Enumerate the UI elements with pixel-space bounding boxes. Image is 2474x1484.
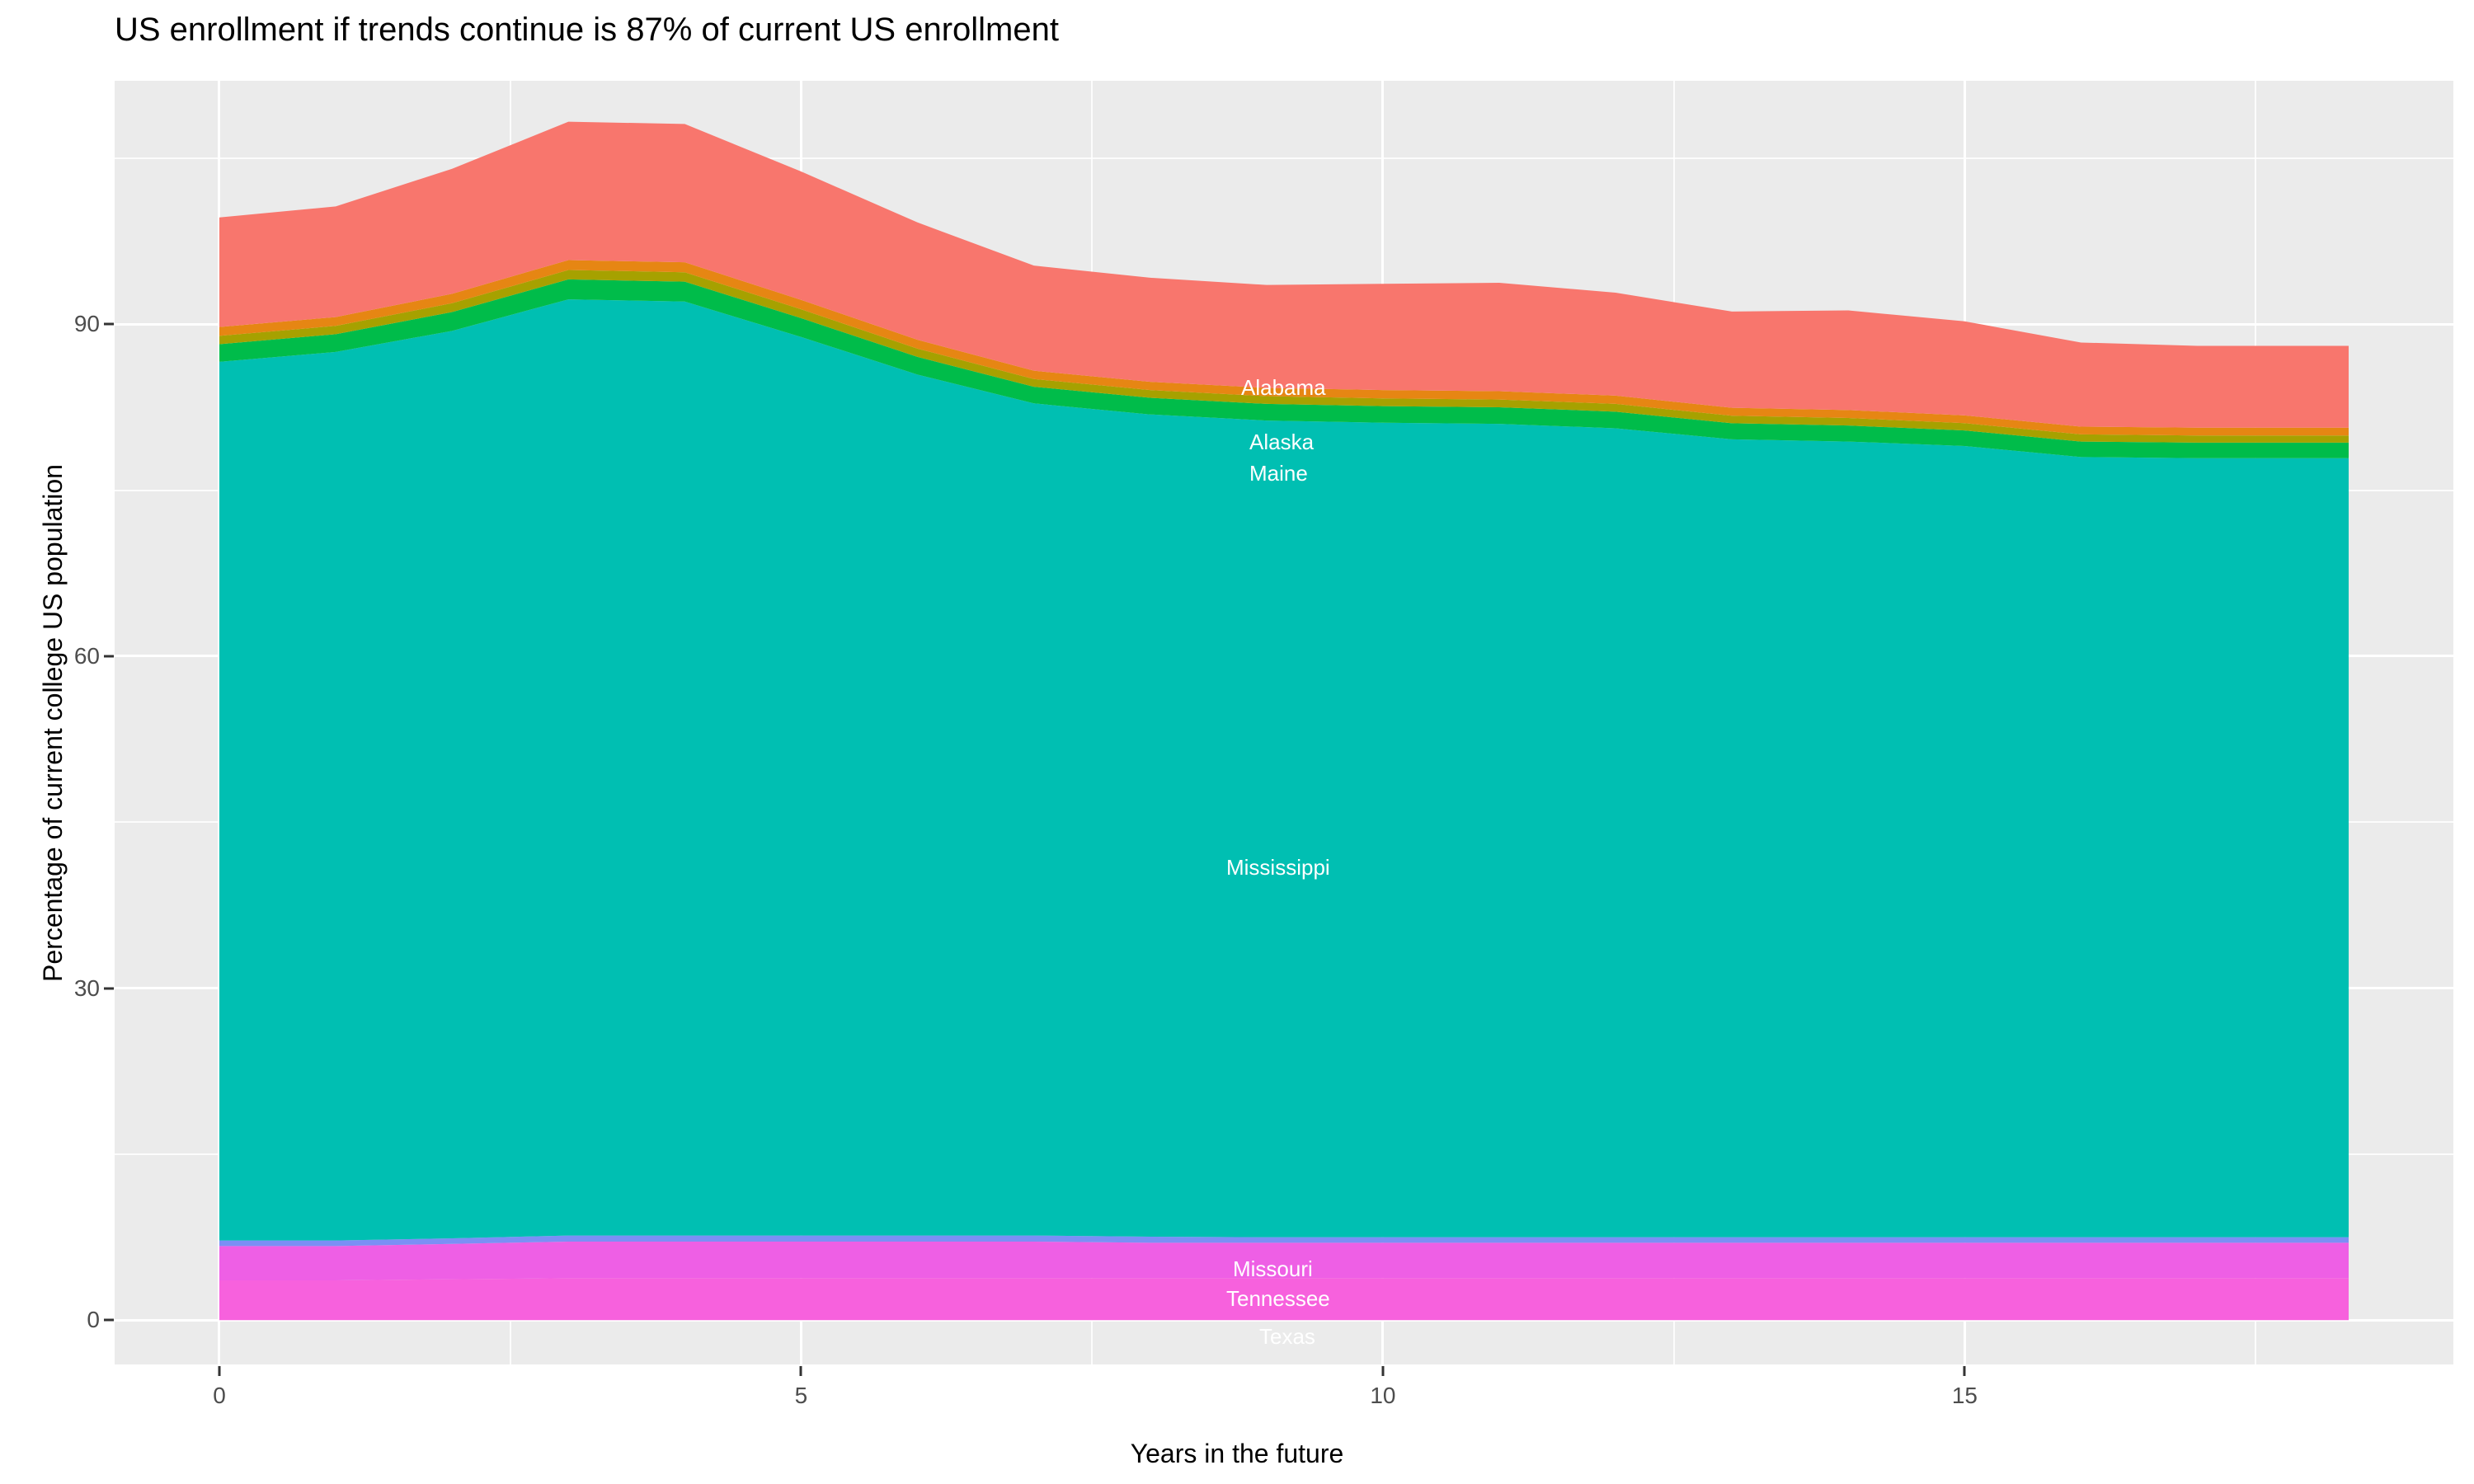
stacked-area-series — [219, 121, 2349, 1321]
x-tick-mark — [218, 1366, 221, 1376]
y-tick-mark — [104, 1318, 114, 1322]
x-tick-mark — [799, 1366, 802, 1376]
x-axis-title: Years in the future — [1130, 1439, 1344, 1468]
y-tick-label: 90 — [73, 311, 100, 337]
y-tick-mark — [104, 655, 114, 658]
area-series-missouri — [219, 1235, 2349, 1247]
x-tick-label: 0 — [213, 1383, 226, 1408]
y-tick-mark — [104, 322, 114, 326]
x-tick-mark — [1963, 1366, 1966, 1376]
area-series-tennessee — [219, 1242, 2349, 1280]
gridline-y-minor — [115, 157, 2453, 159]
y-tick-label: 60 — [73, 642, 100, 669]
gridline-x-major — [218, 81, 221, 1364]
area-series-alabama — [219, 121, 2349, 428]
y-tick-label: 0 — [87, 1307, 100, 1333]
x-tick-label: 10 — [1370, 1383, 1396, 1408]
y-tick-mark — [104, 987, 114, 990]
x-tick-label: 15 — [1951, 1383, 1978, 1408]
area-series-texas — [219, 1278, 2349, 1321]
y-tick-label: 30 — [73, 974, 100, 1001]
x-tick-mark — [1381, 1366, 1385, 1376]
plot-panel — [115, 81, 2453, 1364]
y-axis-title: Percentage of current college US populat… — [38, 463, 68, 982]
area-series-mississippi — [219, 299, 2349, 1241]
chart-title: US enrollment if trends continue is 87% … — [115, 12, 1059, 48]
x-tick-label: 5 — [794, 1383, 808, 1408]
